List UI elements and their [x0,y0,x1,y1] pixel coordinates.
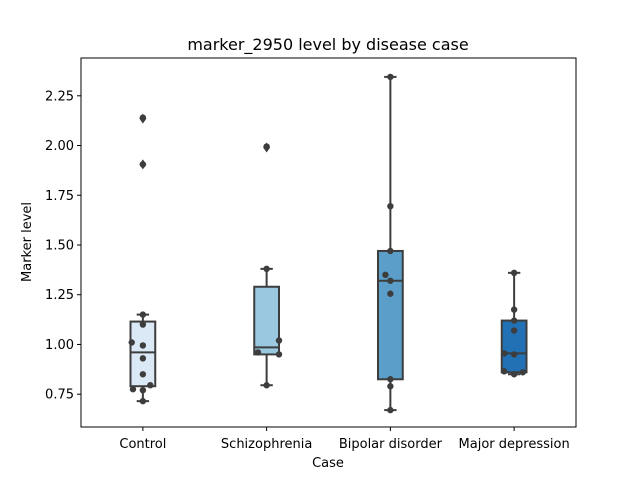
x-tick-label: Control [119,437,166,452]
x-axis-label: Case [312,456,344,471]
data-point [387,277,394,284]
y-axis-label: Marker level [20,202,35,282]
y-tick-label: 2.00 [45,139,74,154]
y-axis: 0.75 1.00 1.25 1.50 1.75 2.00 2.25 [45,89,81,403]
data-point [128,339,135,346]
data-point [263,382,270,389]
data-point [387,73,394,81]
x-axis: Control Schizophrenia Bipolar disorder Majo… [119,427,570,452]
y-tick-label: 1.75 [45,189,74,204]
data-point [263,265,270,273]
data-point [139,355,147,362]
plot-frame [80,57,577,428]
data-point [501,350,508,357]
data-point [387,202,394,210]
y-tick-label: 1.25 [45,288,74,303]
data-point [139,161,147,168]
y-tick-label: 1.50 [45,238,74,253]
x-tick-label: Major depression [459,437,570,452]
data-point [510,269,518,277]
data-point [510,306,518,313]
data-point [139,321,147,328]
data-point [382,271,389,279]
y-tick-label: 2.25 [45,89,74,104]
data-point [510,317,518,324]
data-point [387,376,394,383]
data-point [510,351,518,358]
data-point [275,337,283,344]
data-point [147,382,154,389]
box-group [377,75,404,412]
data-point [387,290,394,297]
plot-area [128,73,528,414]
data-point [510,371,518,378]
data-point [139,114,147,121]
data-point [129,386,137,393]
data-point [139,371,147,378]
x-tick-label: Schizophrenia [221,437,312,452]
box-group [253,142,280,387]
data-point [139,397,147,405]
data-point [139,386,147,394]
x-tick-label: Bipolar disorder [339,437,443,452]
data-point [510,327,518,334]
data-point [519,369,526,376]
chart-title: marker_2950 level by disease case [187,35,468,55]
data-point [263,143,270,150]
y-tick-label: 1.00 [45,338,74,353]
data-point [254,349,262,356]
data-point [387,406,394,414]
data-point [387,383,394,390]
data-point [501,368,508,375]
box-iqr [377,249,404,381]
y-tick-label: 0.75 [45,388,74,403]
data-point [139,342,147,349]
data-point [275,351,283,358]
box-iqr [253,285,280,356]
data-point [387,247,394,255]
data-point [139,311,147,318]
